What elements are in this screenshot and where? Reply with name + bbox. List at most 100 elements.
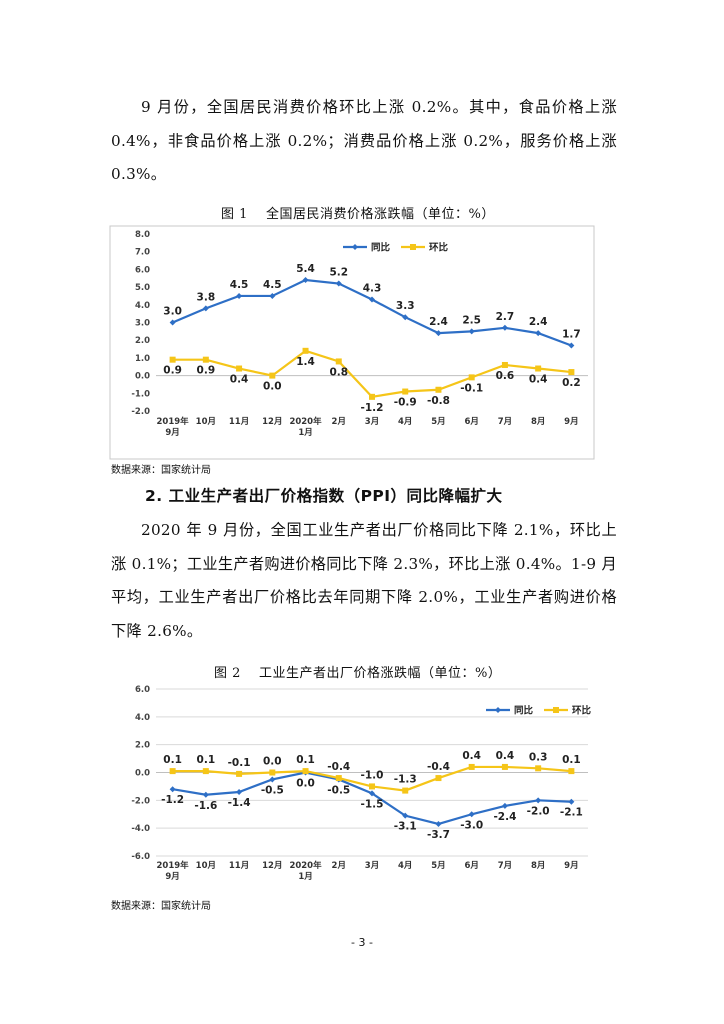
figure1-title: 图 1 全国居民消费价格涨跌幅（单位：%）: [221, 207, 495, 222]
data-point-yoy: [568, 798, 575, 805]
y-tick-label: 6.0: [135, 265, 150, 275]
data-label-yoy: -0.5: [327, 784, 350, 796]
data-point-yoy: [501, 324, 508, 331]
data-label-yoy: -2.0: [527, 805, 550, 817]
data-point-yoy: [435, 820, 442, 827]
data-point-yoy: [269, 776, 276, 783]
data-point-mom: [302, 347, 309, 354]
y-tick-label: -2.0: [131, 796, 150, 806]
data-label-mom: 0.6: [496, 370, 515, 382]
data-point-yoy: [369, 790, 375, 797]
data-label-yoy: -3.0: [460, 819, 483, 831]
data-point-mom: [369, 783, 375, 790]
x-tick-label: 7月: [498, 417, 512, 427]
x-tick-label: 5月: [431, 417, 445, 427]
x-tick-label: 12月: [262, 417, 282, 427]
y-tick-label: 2.0: [135, 741, 150, 751]
data-point-mom: [202, 768, 209, 775]
data-label-yoy: -3.1: [394, 821, 417, 833]
data-point-mom: [535, 765, 542, 772]
data-point-mom: [169, 768, 176, 775]
cpi-chart: 8.0 7.0 6.0 5.0 4.0 3.0 2.0 1.0 0.0 -1.0 -2.0 2019年…: [109, 225, 595, 460]
data-point-mom: [335, 775, 342, 782]
data-point-mom: [302, 768, 309, 775]
data-label-yoy: -1.2: [161, 794, 184, 806]
data-point-mom: [369, 393, 375, 400]
x-tick-label: 6月: [464, 417, 478, 427]
data-point-yoy: [435, 330, 442, 337]
data-label-mom: -0.4: [427, 761, 450, 773]
data-point-mom: [269, 769, 276, 776]
data-point-mom: [568, 369, 575, 376]
data-point-yoy: [501, 802, 508, 809]
data-point-yoy: [269, 292, 276, 299]
x-tick-label: 2019年 9月: [157, 860, 190, 882]
data-label-mom: 0.4: [462, 750, 481, 762]
data-point-yoy: [369, 296, 375, 303]
data-point-yoy: [202, 791, 209, 798]
data-point-mom: [335, 358, 342, 365]
data-label-mom: -0.8: [427, 395, 450, 407]
chart-frame: [109, 225, 595, 460]
data-label-mom: 0.1: [197, 754, 216, 766]
legend-marker: [352, 244, 358, 250]
data-label-mom: 0.1: [562, 754, 581, 766]
data-label-yoy: 3.3: [396, 300, 415, 312]
x-tick-label: 3月: [365, 417, 379, 427]
x-tick-label: 7月: [498, 861, 512, 871]
data-label-mom: 0.9: [163, 365, 182, 377]
data-label-yoy: 5.4: [296, 263, 315, 275]
y-tick-label: 4.0: [135, 301, 150, 311]
y-tick-label: -4.0: [131, 824, 150, 834]
y-tick-label: -2.0: [131, 407, 150, 417]
y-tick-label: 0.0: [135, 769, 150, 779]
data-point-yoy: [402, 314, 409, 321]
data-point-mom: [535, 365, 542, 372]
y-tick-label: 4.0: [135, 713, 150, 723]
data-point-yoy: [169, 786, 176, 793]
data-label-mom: 0.0: [263, 756, 282, 768]
data-label-mom: -0.1: [228, 757, 251, 769]
data-label-mom: 0.8: [329, 366, 348, 378]
data-label-yoy: 0.0: [296, 778, 315, 790]
x-tick-label: 8月: [531, 861, 545, 871]
data-point-mom: [269, 372, 276, 379]
data-label-yoy: 2.4: [529, 316, 548, 328]
data-label-yoy: 5.2: [329, 267, 348, 279]
data-label-mom: -0.9: [394, 397, 417, 409]
x-tick-label: 2月: [332, 417, 346, 427]
data-point-mom: [568, 768, 575, 775]
data-point-mom: [468, 763, 475, 770]
data-point-mom: [501, 763, 508, 770]
data-label-mom: 0.9: [197, 365, 216, 377]
data-label-yoy: -2.4: [493, 811, 516, 823]
data-label-mom: -1.0: [361, 769, 384, 781]
data-point-mom: [236, 770, 243, 777]
data-label-mom: 0.4: [230, 374, 249, 386]
data-label-yoy: 4.5: [230, 279, 249, 291]
data-label-yoy: 2.4: [429, 316, 448, 328]
x-tick-label: 3月: [365, 861, 379, 871]
y-tick-label: -1.0: [131, 389, 150, 399]
data-label-mom: 0.2: [562, 377, 581, 389]
y-tick-label: 7.0: [135, 248, 150, 258]
data-point-mom: [402, 388, 409, 395]
ppi-chart: 6.0 4.0 2.0 0.0 -2.0 -4.0 -6.0 2019年 9月 10月 11月 12月…: [131, 685, 592, 882]
data-point-yoy: [202, 305, 209, 312]
data-label-mom: -0.4: [327, 761, 350, 773]
figure1-source: 数据来源：国家统计局: [111, 465, 211, 476]
paragraph-ppi: 2020 年 9 月份，全国工业生产者出厂价格同比下降 2.1%，环比上涨 0.…: [111, 521, 617, 640]
legend-label: 环比: [572, 705, 592, 717]
legend-label: 同比: [371, 242, 391, 254]
data-point-yoy: [169, 319, 176, 326]
data-label-yoy: -1.6: [194, 800, 217, 812]
y-tick-label: 3.0: [135, 319, 150, 329]
data-point-yoy: [535, 330, 542, 337]
data-label-mom: 0.0: [263, 381, 282, 393]
data-point-mom: [402, 787, 409, 794]
data-label-yoy: -1.4: [228, 797, 251, 809]
figure2-title: 图 2 工业生产者出厂价格涨跌幅（单位：%）: [214, 666, 502, 681]
data-label-mom: 0.4: [496, 750, 515, 762]
x-tick-label: 8月: [531, 417, 545, 427]
data-point-mom: [202, 356, 209, 363]
